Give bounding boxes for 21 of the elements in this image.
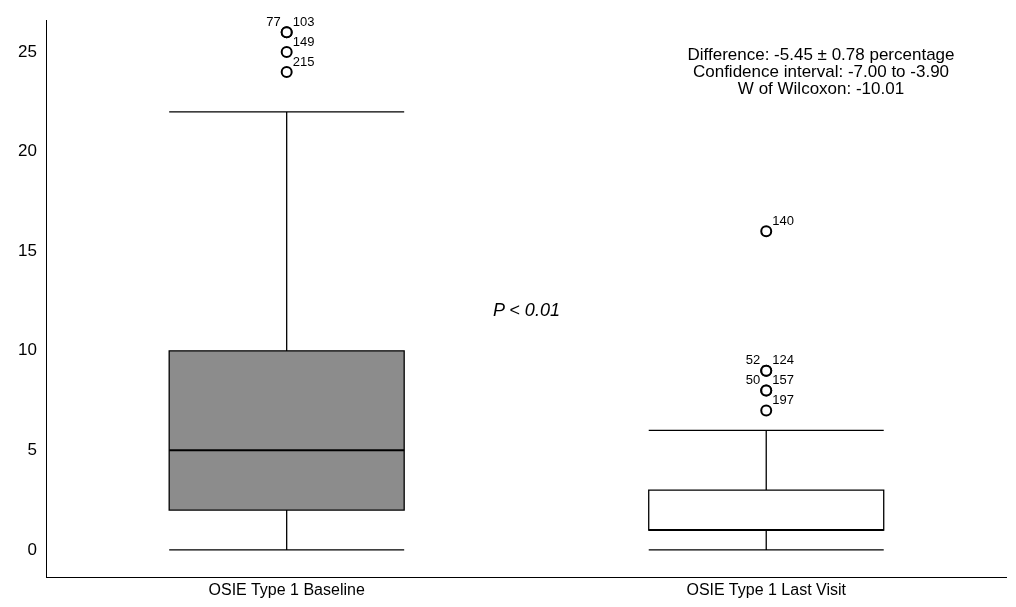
y-tick-label: 20 xyxy=(17,141,37,161)
y-tick-label: 5 xyxy=(27,440,37,460)
x-tick-label: OSIE Type 1 Last Visit xyxy=(686,580,847,598)
annotation: 52 xyxy=(745,352,761,368)
annotation: P < 0.01 xyxy=(493,299,560,320)
annotation: 77 xyxy=(266,13,281,29)
annotation: 157 xyxy=(772,372,794,388)
annotation: 197 xyxy=(772,392,794,408)
y-tick-label: 0 xyxy=(27,539,37,559)
y-tick-label: 25 xyxy=(17,41,37,61)
x-tick-label: OSIE Type 1 Baseline xyxy=(208,580,365,598)
annotation: 149 xyxy=(292,33,315,49)
annotation: 140 xyxy=(772,212,794,228)
annotation: 124 xyxy=(772,352,794,368)
annotation: Difference: -5.45 ± 0.78 percentage xyxy=(687,44,955,64)
annotation: 103 xyxy=(292,13,315,29)
y-tick-label: 10 xyxy=(17,340,37,360)
annotation: 215 xyxy=(292,53,315,69)
y-tick-label: 15 xyxy=(17,240,37,260)
annotation: W of Wilcoxon: -10.01 xyxy=(737,78,905,98)
annotation: 50 xyxy=(745,372,761,388)
